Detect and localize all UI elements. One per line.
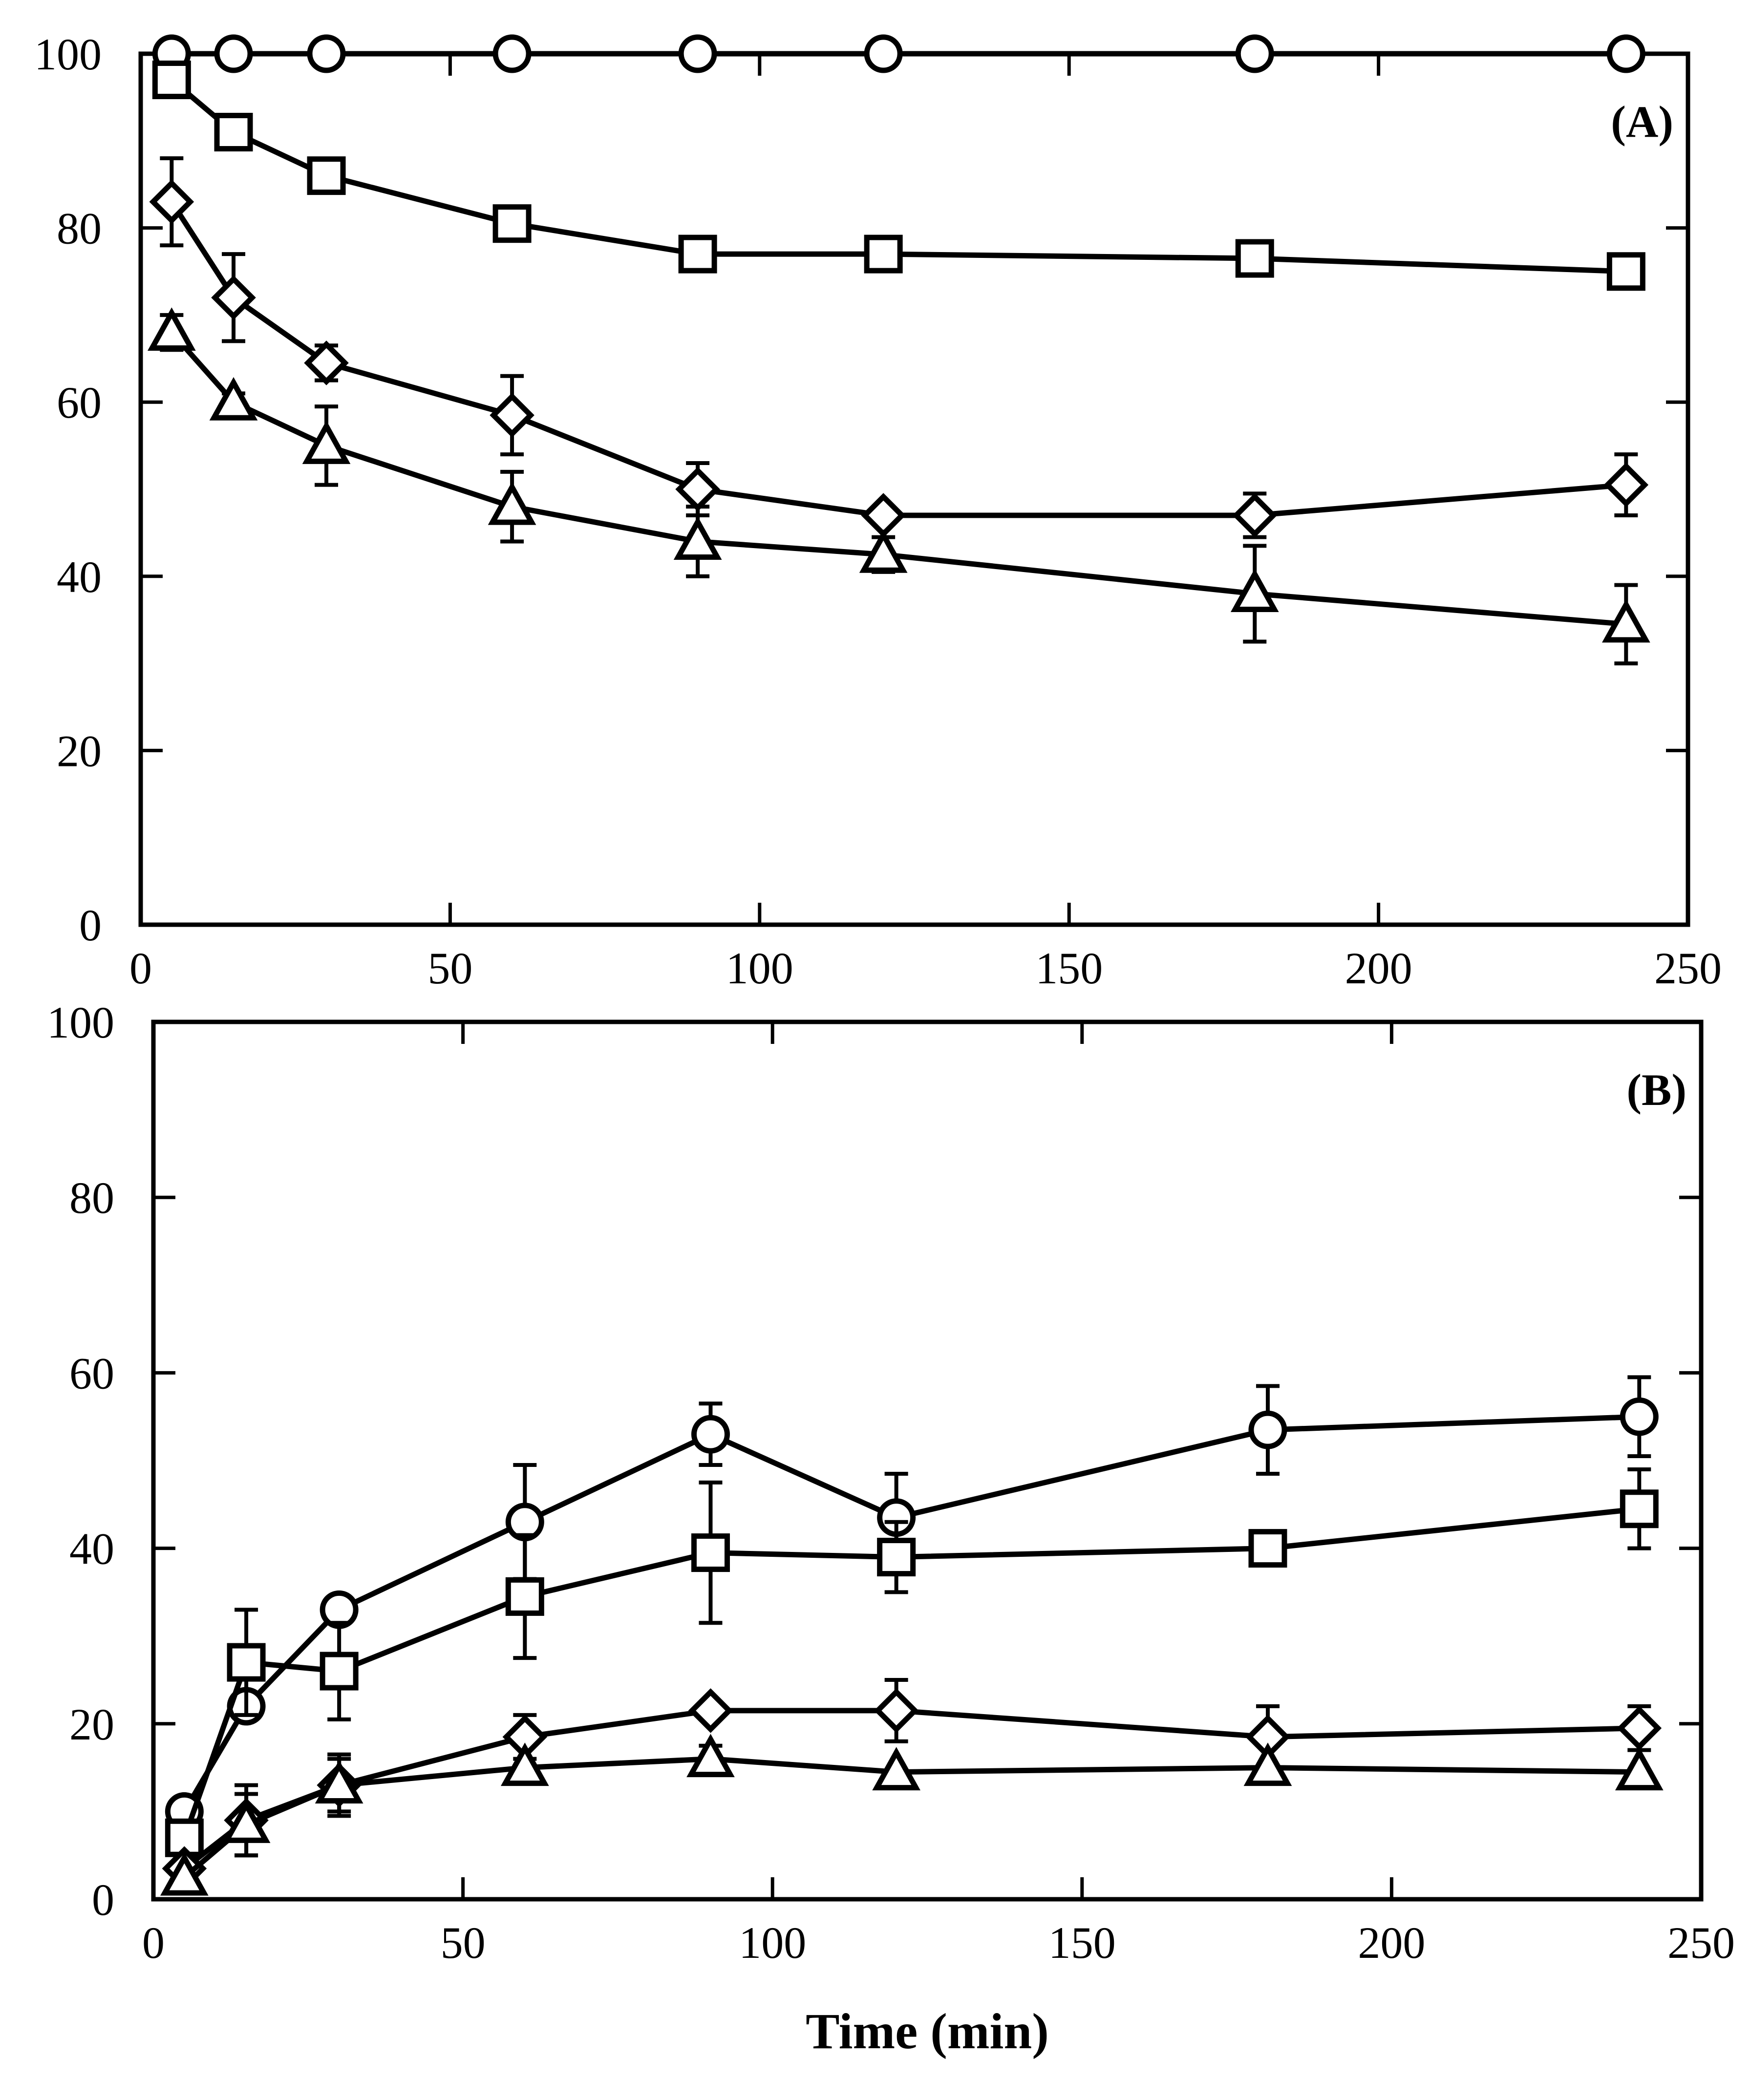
data-point-square bbox=[864, 234, 903, 274]
data-point-diamond bbox=[211, 275, 256, 320]
y-tick-label: 40 bbox=[57, 552, 102, 602]
data-point-triangle bbox=[1230, 569, 1279, 612]
data-point-square bbox=[214, 112, 253, 151]
series-circle bbox=[165, 1375, 1659, 1831]
plot-frame bbox=[151, 1019, 1704, 1902]
series-diamond bbox=[149, 156, 1649, 539]
series-triangle bbox=[160, 1734, 1664, 1896]
data-point-circle bbox=[1620, 1397, 1659, 1436]
data-point-square bbox=[678, 234, 717, 274]
data-point-circle bbox=[691, 1415, 730, 1454]
y-tick-label: 100 bbox=[34, 29, 102, 79]
data-point-square bbox=[505, 1577, 544, 1616]
data-point-triangle bbox=[147, 307, 196, 351]
y-tick-label: 40 bbox=[69, 1524, 114, 1574]
x-tick-label: 0 bbox=[129, 943, 152, 993]
data-point-diamond bbox=[688, 1688, 733, 1733]
y-tick-label: 80 bbox=[57, 204, 102, 254]
data-point-triangle bbox=[209, 377, 258, 421]
y-tick-label: 100 bbox=[47, 997, 114, 1047]
data-point-diamond bbox=[861, 493, 906, 538]
series-line-triangle bbox=[182, 1756, 1640, 1880]
y-tick-label: 0 bbox=[79, 900, 102, 950]
data-point-diamond bbox=[304, 340, 349, 385]
data-point-triangle bbox=[872, 1747, 920, 1791]
data-point-square bbox=[307, 156, 346, 195]
x-tick-label: 100 bbox=[739, 1918, 806, 1968]
y-tick-label: 80 bbox=[69, 1173, 114, 1223]
series-triangle bbox=[147, 307, 1650, 666]
data-point-triangle bbox=[1602, 599, 1650, 643]
data-point-triangle bbox=[488, 481, 536, 525]
y-tick-label: 20 bbox=[69, 1699, 114, 1749]
data-point-circle bbox=[492, 34, 532, 73]
data-point-circle bbox=[214, 34, 253, 73]
data-point-circle bbox=[1248, 1410, 1287, 1449]
data-point-diamond bbox=[874, 1688, 919, 1733]
data-point-square bbox=[320, 1652, 359, 1691]
data-point-triangle bbox=[222, 1800, 271, 1843]
y-tick-label: 60 bbox=[57, 378, 102, 427]
y-tick-label: 60 bbox=[69, 1348, 114, 1398]
data-point-square bbox=[1606, 252, 1645, 291]
series-line-circle bbox=[182, 1414, 1640, 1813]
series-circle bbox=[152, 34, 1645, 73]
data-point-triangle bbox=[686, 1734, 735, 1778]
data-point-diamond bbox=[149, 179, 194, 224]
data-point-circle bbox=[1606, 34, 1645, 73]
panel-label: (A) bbox=[1611, 97, 1673, 147]
data-point-diamond bbox=[1603, 462, 1649, 508]
x-axis-title: Time (min) bbox=[806, 2003, 1049, 2059]
data-point-circle bbox=[864, 34, 903, 73]
series-line-triangle bbox=[170, 330, 1626, 627]
data-point-triangle bbox=[500, 1742, 549, 1786]
data-point-diamond bbox=[675, 467, 720, 512]
panel-label: (B) bbox=[1626, 1065, 1687, 1115]
series-square bbox=[165, 1467, 1659, 1857]
data-point-triangle bbox=[859, 529, 908, 573]
x-tick-label: 200 bbox=[1345, 943, 1412, 993]
x-tick-label: 50 bbox=[427, 943, 472, 993]
data-point-square bbox=[227, 1643, 266, 1682]
x-tick-label: 100 bbox=[726, 943, 793, 993]
x-tick-label: 250 bbox=[1654, 943, 1722, 993]
data-point-diamond bbox=[1617, 1706, 1662, 1751]
data-point-circle bbox=[1235, 34, 1274, 73]
data-point-triangle bbox=[160, 1852, 209, 1896]
y-tick-label: 0 bbox=[92, 1875, 114, 1925]
x-tick-label: 50 bbox=[441, 1918, 486, 1968]
data-point-square bbox=[492, 204, 532, 243]
data-point-square bbox=[1235, 239, 1274, 278]
data-point-circle bbox=[678, 34, 717, 73]
panel-b: 0 50 100 150 200 250 0 20 40 60 80 100 (B) Time (min) bbox=[47, 997, 1735, 2059]
data-point-square bbox=[152, 60, 191, 99]
data-point-triangle bbox=[315, 1760, 363, 1804]
data-point-triangle bbox=[302, 421, 351, 464]
x-tick-label: 200 bbox=[1358, 1918, 1425, 1968]
data-point-circle bbox=[307, 34, 346, 73]
series-line-diamond bbox=[169, 200, 1626, 518]
y-tick-label: 20 bbox=[57, 726, 102, 776]
x-tick-label: 0 bbox=[142, 1918, 165, 1968]
data-point-square bbox=[877, 1538, 916, 1577]
panel-a: 0 50 100 150 200 250 0 20 40 60 80 100 (A) bbox=[34, 29, 1722, 993]
data-point-diamond bbox=[490, 393, 534, 438]
x-tick-label: 250 bbox=[1667, 1918, 1735, 1968]
x-tick-label: 150 bbox=[1035, 943, 1103, 993]
data-point-square bbox=[1620, 1489, 1659, 1528]
data-point-square bbox=[1248, 1529, 1287, 1568]
data-point-triangle bbox=[1243, 1742, 1292, 1786]
series-square bbox=[152, 60, 1645, 291]
data-point-triangle bbox=[673, 516, 722, 560]
data-point-diamond bbox=[1232, 493, 1278, 538]
plot-frame bbox=[138, 51, 1690, 927]
data-point-triangle bbox=[1615, 1747, 1664, 1791]
x-tick-label: 150 bbox=[1048, 1918, 1116, 1968]
data-point-square bbox=[691, 1533, 730, 1572]
